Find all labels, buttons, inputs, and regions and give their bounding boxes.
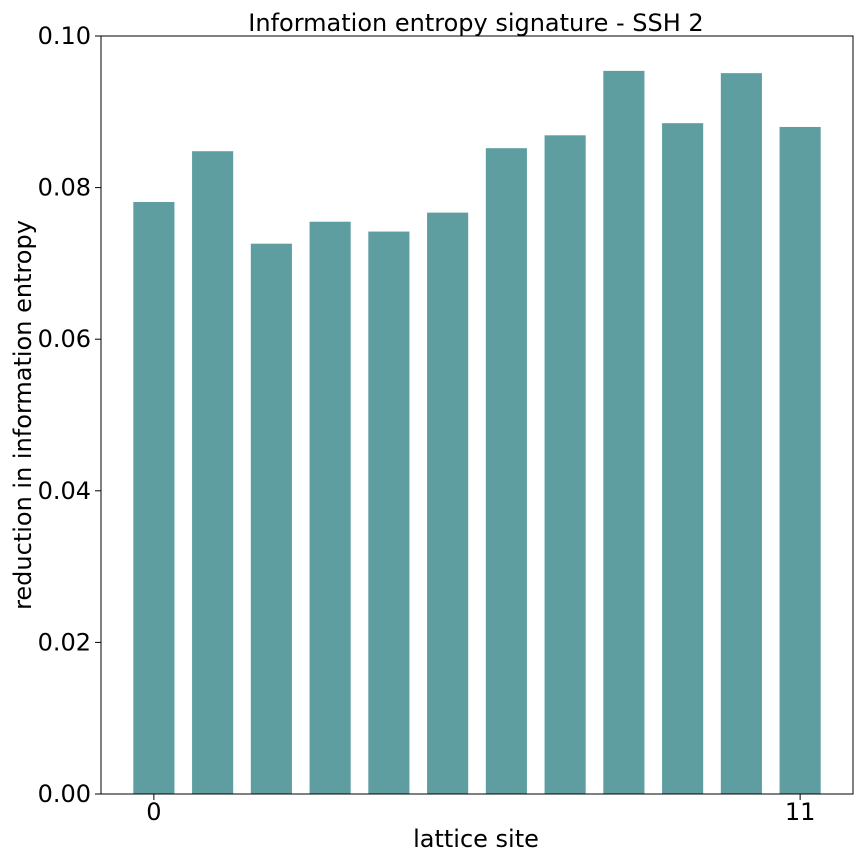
bars-group (133, 70, 821, 795)
x-axis: 0 11 (146, 794, 815, 826)
y-tick-label: 0.10 (38, 22, 91, 50)
plot-frame (100, 35, 854, 795)
bar-site-10 (720, 73, 762, 794)
bar-site-11 (779, 126, 821, 794)
x-tick-label: 0 (146, 798, 161, 826)
bar-site-4 (368, 231, 410, 794)
y-tick-label: 0.00 (38, 780, 91, 808)
y-tick-label: 0.04 (38, 477, 91, 505)
y-tick-label: 0.02 (38, 628, 91, 656)
bar-site-7 (544, 135, 586, 795)
y-tick-label: 0.08 (38, 174, 91, 202)
y-axis-label: reduction in information entropy (9, 220, 37, 610)
x-tick-label: 11 (785, 798, 816, 826)
x-axis-label: lattice site (413, 825, 539, 853)
chart-title: Information entropy signature - SSH 2 (248, 9, 703, 37)
bar-site-3 (309, 221, 351, 794)
bar-site-2 (250, 243, 292, 794)
y-axis: 0.00 0.02 0.04 0.06 0.08 0.10 (38, 22, 101, 808)
bar-site-8 (603, 70, 645, 795)
bar-site-9 (662, 123, 704, 795)
bar-site-0 (133, 202, 175, 794)
bar-site-1 (192, 151, 234, 795)
bar-site-6 (485, 148, 527, 794)
bar-site-5 (427, 212, 469, 795)
y-tick-label: 0.06 (38, 325, 91, 353)
